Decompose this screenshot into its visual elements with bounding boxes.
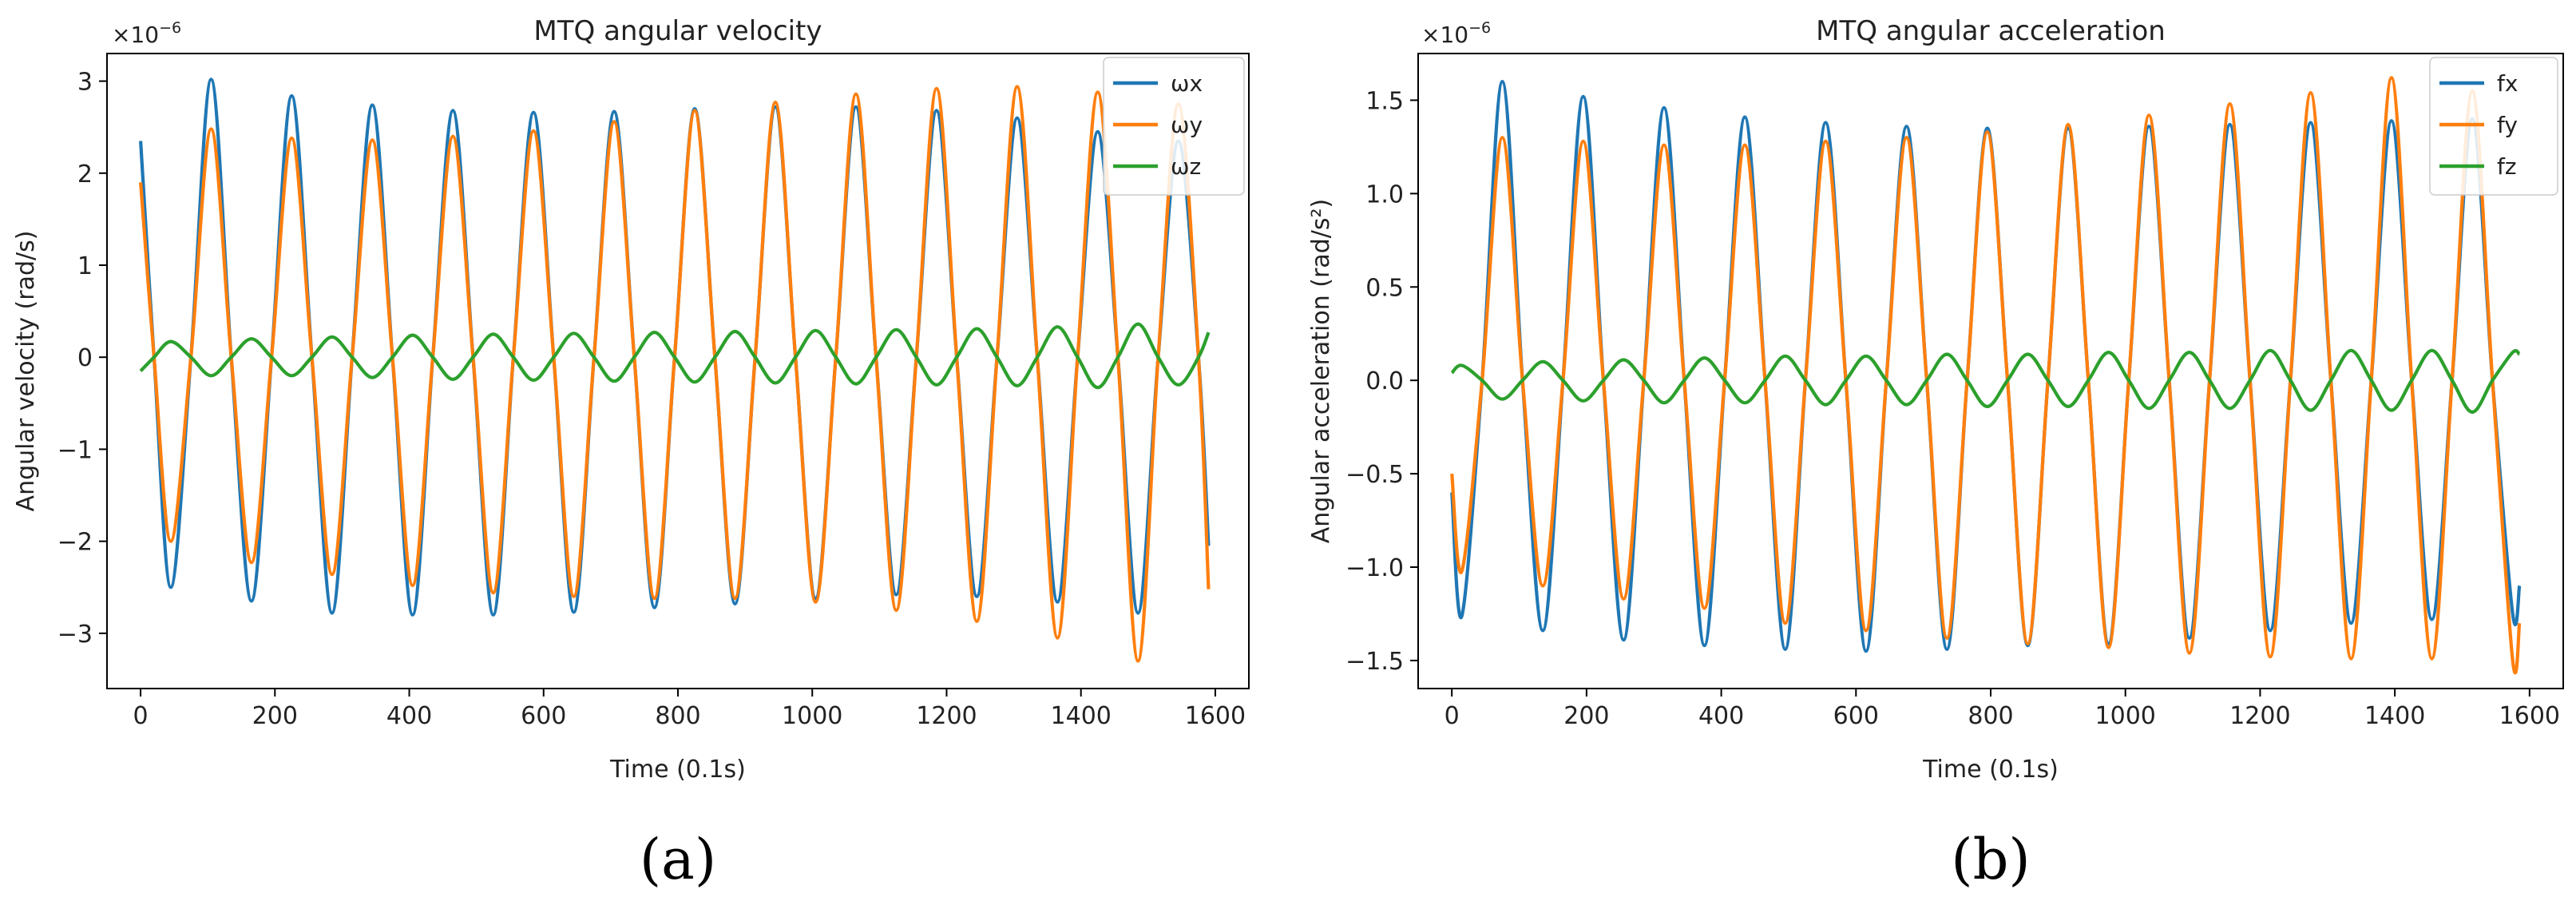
chart-panel-a: MTQ angular velocity×10−60 200 400 600 800 10… [12,15,1250,892]
chart-panel-b: MTQ angular acceleration ×10−6 0 200 400 600 8… [1307,15,2564,892]
y-tick-label: 1.5 [1365,87,1404,115]
y-tick-label: 2 [77,161,93,189]
panel-label: (b) [1951,827,2030,892]
x-tick-label: 1000 [782,702,842,730]
x-tick-label: 1600 [2499,702,2560,730]
legend-label: ωz [1171,153,1201,180]
series-line-ωz [139,322,1211,390]
x-tick-label: 0 [1445,702,1460,730]
x-tick-label: 1200 [2229,702,2290,730]
legend: fx fy fz [2429,57,2558,196]
x-tick-label: 600 [521,702,566,730]
legend-label: ωx [1171,70,1203,97]
y-tick-label: −2 [57,529,93,557]
series-line-fz [1450,348,2521,414]
x-tick-label: 400 [386,702,432,730]
x-tick-label: 1600 [1185,702,1246,730]
y-scale-base: ×10 [1421,22,1468,48]
y-scale-exponent: −6 [159,19,181,37]
y-tick-label: 1 [77,252,93,280]
y-tick-label: 0 [77,344,93,372]
y-tick-label: −0.5 [1345,461,1404,489]
series-group [139,77,1211,663]
x-tick-label: 800 [655,702,700,730]
legend-label: fz [2497,153,2517,180]
y-scale-multiplier: ×10−6 [1421,19,1491,48]
x-axis-label: Time (0.1s) [609,756,746,784]
x-tick-label: 800 [1968,702,2013,730]
y-scale-multiplier: ×10−6 [112,19,181,48]
y-tick-label: −1 [57,436,93,464]
legend: ωx ωy ωz [1103,57,1245,196]
legend-label: fx [2497,70,2518,97]
legend-box [2429,57,2558,196]
y-scale-base: ×10 [112,22,159,48]
y-tick-label: 0.5 [1365,274,1404,302]
y-scale-exponent: −6 [1468,19,1491,37]
y-tick-label: −1.5 [1345,648,1404,676]
y-axis-label: Angular velocity (rad/s) [12,231,40,512]
x-tick-label: 200 [252,702,298,730]
legend-box [1103,57,1245,196]
x-tick-label: 1400 [2364,702,2425,730]
chart-title: MTQ angular velocity [533,15,822,47]
y-tick-label: −1.0 [1345,554,1404,582]
chart-title: MTQ angular acceleration [1816,15,2166,47]
x-tick-label: 1400 [1051,702,1112,730]
y-tick-label: 0.0 [1365,367,1404,395]
panel-label: (a) [640,827,716,892]
series-line-fy [1450,76,2522,675]
series-group [1450,76,2522,675]
y-axis-label: Angular acceleration (rad/s²) [1307,199,1335,543]
x-tick-label: 1200 [916,702,977,730]
y-tick-label: −3 [57,621,93,649]
y-tick-label: 1.0 [1365,181,1404,208]
series-line-ωy [139,85,1211,663]
x-tick-label: 1000 [2095,702,2156,730]
x-tick-label: 600 [1833,702,1879,730]
x-tick-label: 0 [133,702,149,730]
x-tick-label: 200 [1563,702,1609,730]
legend-label: fy [2497,112,2518,138]
x-tick-label: 400 [1698,702,1744,730]
x-axis-label: Time (0.1s) [1922,756,2059,784]
legend-label: ωy [1171,112,1203,138]
y-tick-label: 3 [77,69,93,97]
